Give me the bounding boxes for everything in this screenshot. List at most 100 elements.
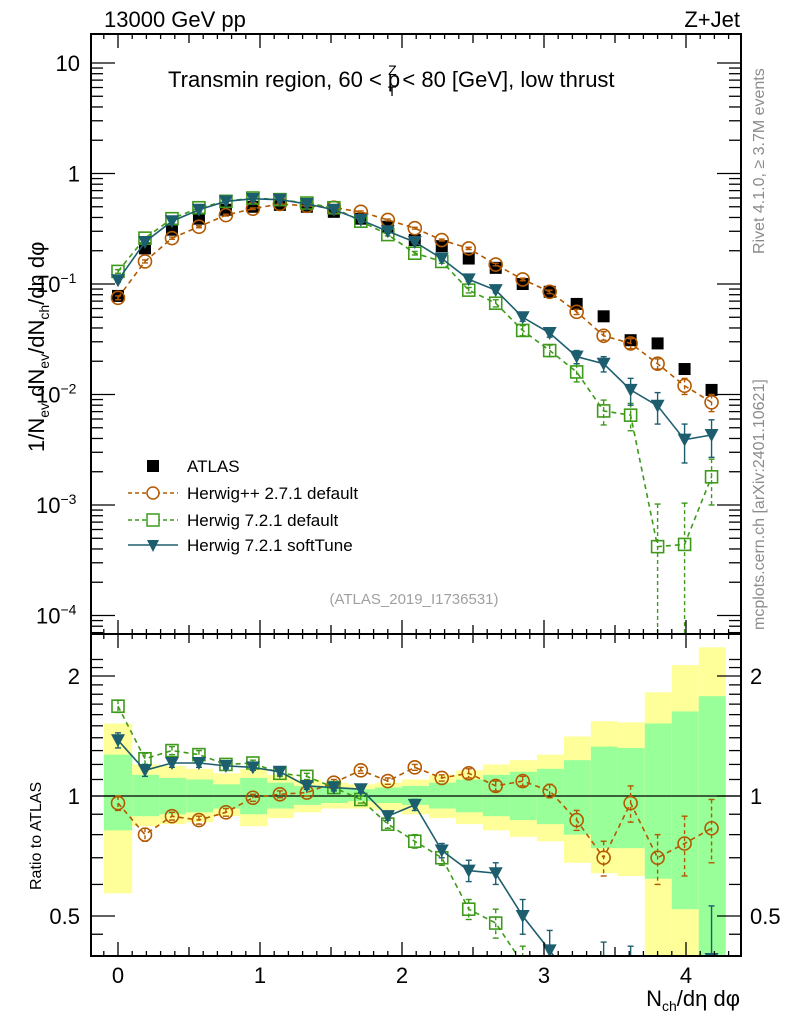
herwig721-point: [704, 469, 719, 484]
softtune-point: [137, 764, 152, 778]
band-inner-bin: [617, 747, 645, 849]
x-tick-label: 0: [112, 963, 124, 988]
band-inner-bin: [590, 746, 618, 849]
x-tick-label: 4: [680, 963, 692, 988]
softtune-point: [434, 844, 449, 858]
herwigpp-point: [515, 773, 531, 789]
x-tick-label: 2: [396, 963, 408, 988]
y-tick-label: 1: [68, 162, 80, 187]
herwigpp-point: [542, 284, 557, 300]
herwig721-point: [407, 834, 422, 849]
herwigpp-point: [704, 394, 719, 410]
herwigpp-point: [461, 241, 477, 256]
herwigpp-point: [353, 763, 369, 778]
herwig721-point: [544, 998, 556, 1010]
y-tick-label: 10−1: [36, 270, 77, 297]
legend-atlas-label: ATLAS: [187, 457, 240, 476]
y-tick-label: 10: [56, 51, 80, 76]
energy-label: 13000 GeV pp: [104, 7, 246, 32]
series-herwig-7-2-1-softtune: [111, 732, 719, 1024]
main-y-axis-label: 1/Nev dNev/dNch/dη dφ: [24, 242, 52, 452]
band-inner-bin: [698, 696, 726, 955]
band-inner-bin: [375, 787, 402, 804]
herwigpp-point: [569, 304, 584, 320]
series-line: [117, 766, 712, 860]
herwigpp-point: [461, 766, 477, 781]
series-herwig-2-7-1-default: [110, 196, 719, 413]
band-inner-bin: [644, 723, 672, 879]
herwigpp-point: [542, 783, 557, 799]
softtune-point: [461, 273, 476, 287]
softtune-point: [191, 756, 206, 770]
softtune-point: [380, 225, 395, 239]
legend-item-softtune: Herwig 7.2.1 softTune: [128, 536, 353, 555]
softtune-point: [299, 197, 314, 211]
softtune-point: [651, 1017, 665, 1024]
herwigpp-point: [596, 328, 611, 344]
softtune-point: [164, 215, 179, 229]
rivet-version-label: Rivet 4.1.0, ≥ 3.7M events: [751, 68, 768, 254]
y-tick-label: 10−2: [36, 381, 77, 408]
herwigpp-point: [218, 805, 234, 820]
ratio-y-axis-label: Ratio to ATLAS: [28, 782, 45, 890]
herwigpp-point: [704, 820, 719, 836]
y-tick-label: 10−3: [36, 491, 77, 518]
herwigpp-point: [245, 790, 261, 806]
legend-item-herwigpp: Herwig++ 2.7.1 default: [128, 484, 358, 503]
softtune-point: [515, 311, 530, 325]
herwig721-point: [488, 916, 503, 930]
title-post: < 80 [GeV], low thrust: [396, 67, 614, 92]
herwig721-point: [542, 343, 557, 358]
softtune-point: [542, 327, 557, 341]
herwig721-point: [111, 699, 125, 713]
ratio-uncertainty-bands: [103, 647, 726, 955]
softtune-point: [218, 195, 233, 209]
legend-herwig721-label: Herwig 7.2.1 default: [187, 511, 338, 530]
softtune-point: [353, 783, 368, 797]
softtune-point: [515, 910, 530, 923]
legend-softtune-label: Herwig 7.2.1 softTune: [187, 536, 353, 555]
softtune-point: [326, 203, 341, 217]
atlas-data-point: [678, 363, 691, 376]
softtune-point: [624, 972, 638, 985]
softtune-point: [407, 235, 422, 249]
softtune-point: [488, 284, 503, 298]
softtune-point: [299, 779, 314, 793]
herwigpp-point: [191, 219, 207, 235]
herwigpp-point: [407, 760, 423, 775]
atlas-data-point: [651, 337, 664, 350]
softtune-point: [380, 810, 395, 824]
band-inner-bin: [103, 754, 133, 831]
ratio-y-tick-label-right: 0.5: [750, 904, 781, 929]
herwig721-point: [650, 539, 665, 554]
axes: 0 1 2 3 4 10 1 10−1 10−2 10−3 10−4 2 2 1 1 0.5 0.5: [36, 33, 781, 988]
ratio-series-group: [92, 699, 740, 1024]
herwig721-point: [677, 537, 692, 552]
softtune-point: [570, 982, 584, 995]
herwigpp-point: [623, 336, 638, 351]
legend-herwigpp-label: Herwig++ 2.7.1 default: [187, 484, 358, 503]
softtune-point: [245, 192, 260, 206]
softtune-point: [704, 429, 719, 443]
herwigpp-point: [110, 795, 126, 811]
herwig721-point: [517, 958, 529, 970]
herwigpp-point: [137, 827, 153, 842]
softtune-point: [164, 756, 179, 770]
title-sup: Z: [388, 62, 397, 78]
softtune-point: [704, 953, 719, 955]
softtune-point: [677, 433, 692, 447]
softtune-point: [650, 399, 665, 413]
softtune-point: [542, 944, 557, 955]
plot-title: Transmin region, 60 < pZ T < 80 [GeV], lo…: [168, 62, 615, 99]
herwigpp-point: [488, 778, 504, 794]
band-inner-bin: [671, 711, 699, 910]
legend-item-herwig721: Herwig 7.2.1 default: [128, 511, 338, 530]
x-tick-label: 1: [254, 963, 266, 988]
herwig721-point: [461, 902, 476, 917]
herwigpp-point: [569, 812, 584, 828]
legend: ATLAS Herwig++ 2.7.1 default Herwig 7.2.…: [128, 457, 358, 555]
softtune-point: [326, 781, 341, 795]
herwigpp-point: [380, 773, 396, 789]
herwigpp-point: [434, 770, 450, 786]
softtune-point: [353, 213, 368, 227]
